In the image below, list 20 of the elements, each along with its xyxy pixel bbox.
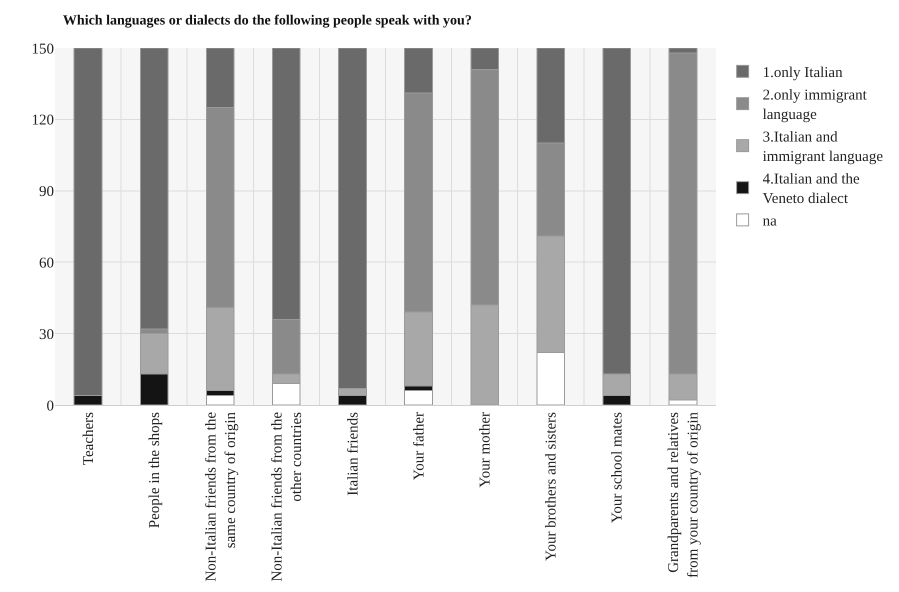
x-tick-label: People in the shops [147, 412, 164, 528]
y-tick-label: 120 [32, 112, 54, 129]
x-tick-label: Grandparents and relatives from your country of origin [666, 412, 702, 578]
legend-label: 1.only Italian [762, 65, 844, 82]
x-tick-label: Italian friends [345, 412, 362, 496]
x-tick-label: Your mother [478, 412, 494, 488]
legend-label: na [762, 214, 778, 230]
x-tick-label: Your brothers and sisters [544, 412, 560, 561]
x-tick-label: Teachers [80, 412, 97, 466]
legend-label: 2.only immigrant language [762, 88, 868, 124]
y-tick-label: 90 [39, 184, 54, 200]
y-tick-label: 150 [32, 41, 54, 58]
y-tick-label: 60 [39, 255, 54, 272]
legend-label: 3.Italian and immigrant language [762, 130, 884, 166]
x-tick-label: Non-Italian friends from the same country of origin [203, 412, 239, 582]
y-tick-label: 30 [39, 326, 54, 343]
chart-title: Which languages or dialects do the following people speak with you? [62, 14, 472, 29]
x-tick-label: Your school mates [610, 412, 626, 523]
y-tick-label: 0 [46, 398, 54, 414]
x-tick-label: Your father [411, 412, 428, 480]
